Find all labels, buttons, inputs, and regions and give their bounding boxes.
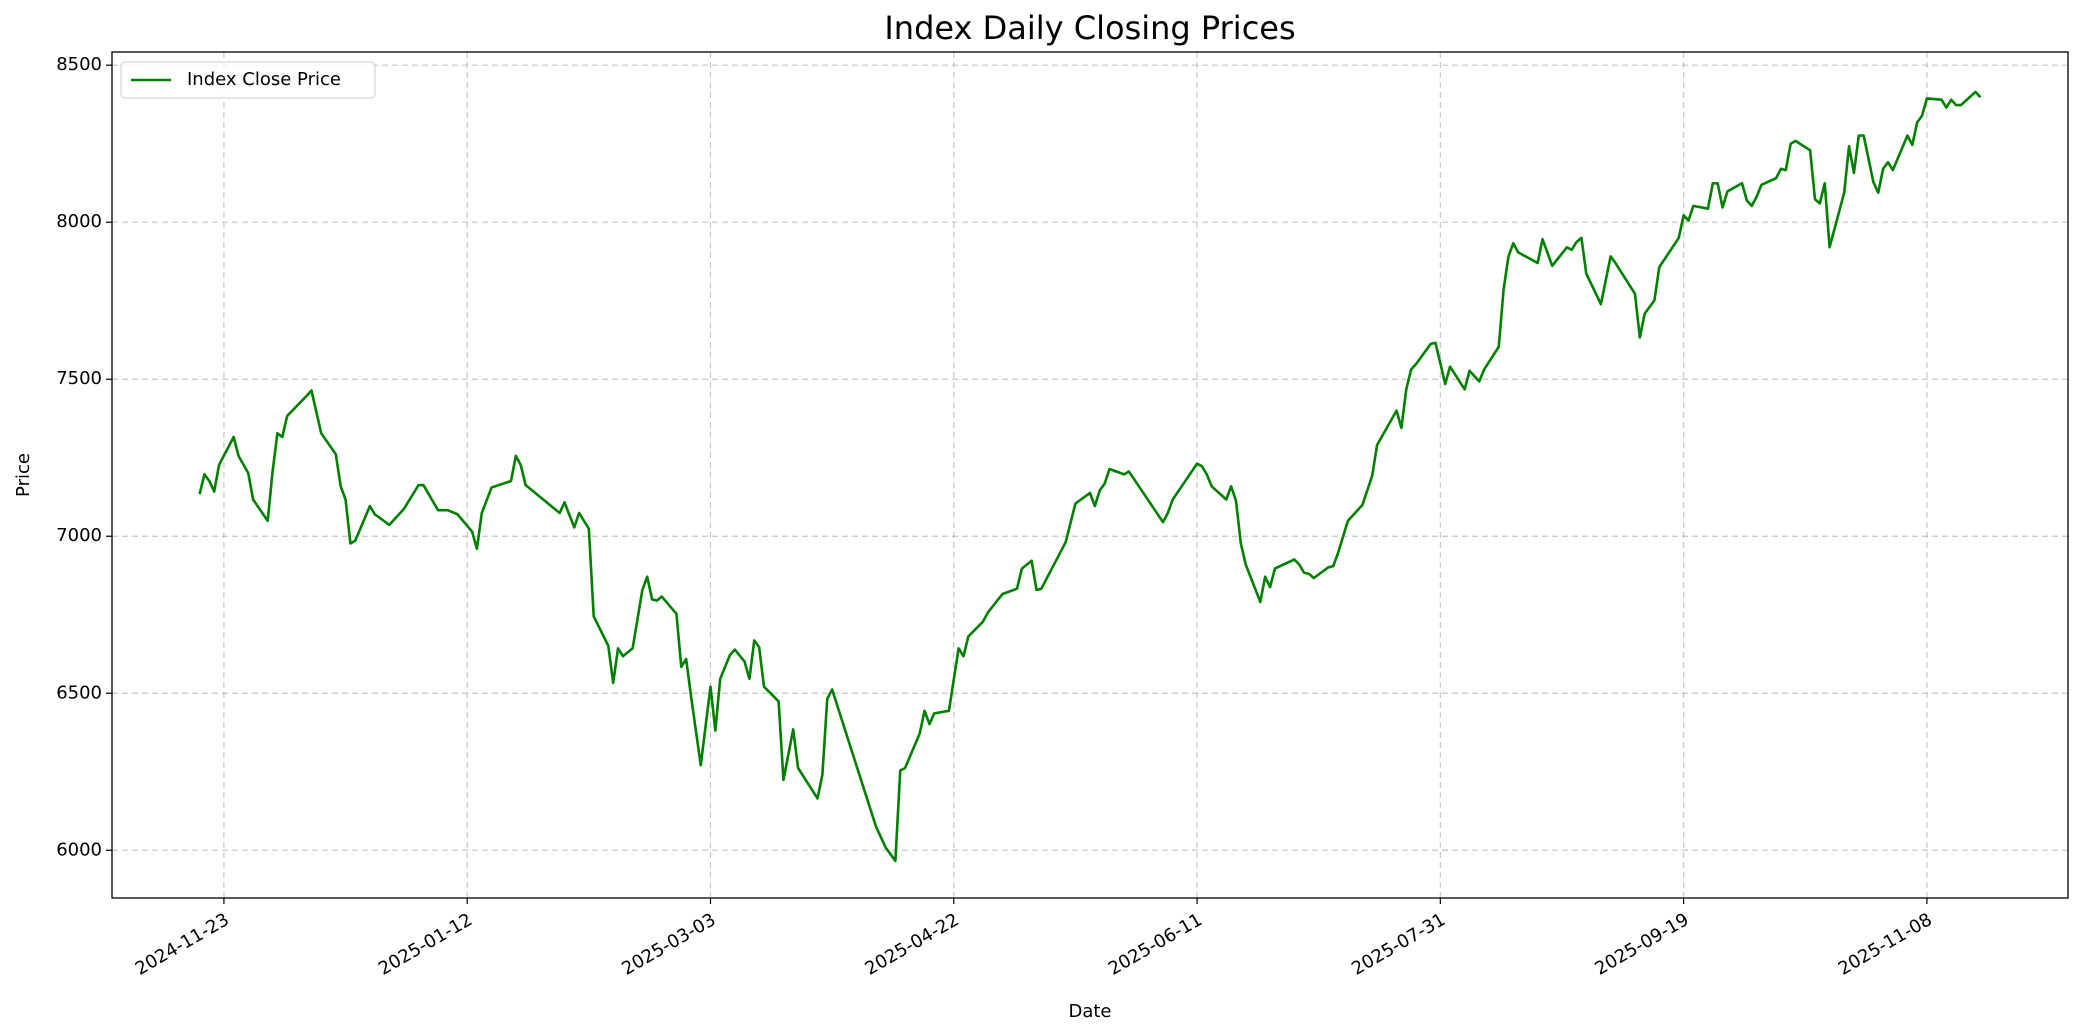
chart-title: Index Daily Closing Prices [884,9,1295,47]
y-tick-label: 7500 [56,368,102,389]
x-tick-label: 2025-04-22 [862,909,963,979]
y-tick-label: 6500 [56,682,102,703]
legend-label: Index Close Price [187,69,341,90]
legend: Index Close Price [120,61,376,99]
line-series [198,90,1982,863]
x-tick-label: 2025-06-11 [1105,909,1206,979]
x-tick-label: 2025-09-19 [1591,909,1692,979]
y-tick-label: 8000 [56,211,102,232]
x-tick-label: 2024-11-23 [132,909,233,979]
x-tick-label: 2025-11-08 [1835,909,1936,979]
legend-box [120,61,376,99]
y-axis-label: Price [13,453,34,497]
x-axis-label: Date [1068,1001,1111,1022]
y-tick-label: 8500 [56,54,102,75]
x-tick-label: 2025-03-03 [618,909,719,979]
y-tick-label: 7000 [56,525,102,546]
x-tick-label: 2025-07-31 [1348,909,1449,979]
y-tick-label: 6000 [56,839,102,860]
plot-frame [111,51,2069,899]
x-tick-label: 2025-01-12 [375,909,476,979]
